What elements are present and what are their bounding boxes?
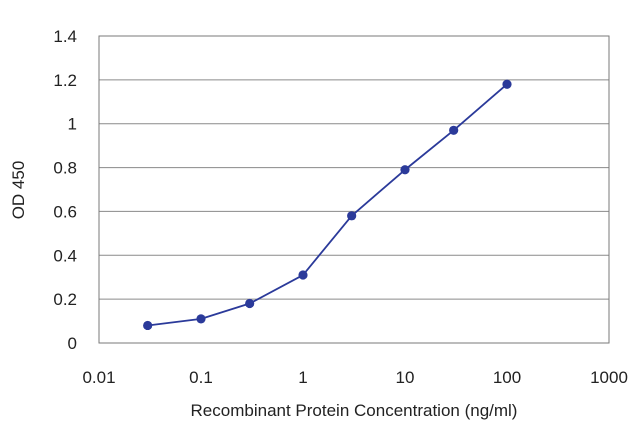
data-point-3: [298, 270, 308, 280]
data-point-1: [196, 314, 206, 324]
y-tick-label-3: 0.6: [53, 202, 77, 221]
x-tick-label-3: 10: [396, 368, 415, 387]
data-point-5: [400, 165, 410, 175]
x-tick-label-0: 0.01: [82, 368, 115, 387]
series-line-0: [147, 83, 508, 327]
y-tick-label-0: 0: [68, 334, 77, 353]
series-group: [143, 79, 512, 331]
x-axis-tick-labels: 0.01 0.1 1 10 100 1000: [82, 368, 627, 387]
x-tick-label-4: 100: [493, 368, 521, 387]
x-tick-label-5: 1000: [590, 368, 628, 387]
data-point-6: [449, 125, 459, 135]
y-tick-label-6: 1.2: [53, 71, 77, 90]
y-tick-label-2: 0.4: [53, 246, 77, 265]
data-point-7: [502, 79, 512, 89]
data-point-2: [245, 298, 255, 309]
y-axis-title: OD 450: [9, 161, 28, 220]
gridlines: [99, 35, 609, 344]
x-axis-title: Recombinant Protein Concentration (ng/ml…: [191, 401, 518, 420]
plot-area-frame: [98, 35, 610, 344]
x-tick-label-2: 1: [298, 368, 307, 387]
y-axis-tick-labels: 0 0.2 0.4 0.6 0.8 1 1.2 1.4: [53, 27, 77, 353]
y-tick-label-7: 1.4: [53, 27, 77, 46]
y-tick-label-4: 0.8: [53, 159, 77, 178]
x-tick-label-1: 0.1: [189, 368, 213, 387]
y-tick-label-5: 1: [68, 115, 77, 134]
data-point-0: [143, 320, 153, 331]
data-point-4: [347, 211, 357, 221]
y-tick-label-1: 0.2: [53, 290, 77, 309]
